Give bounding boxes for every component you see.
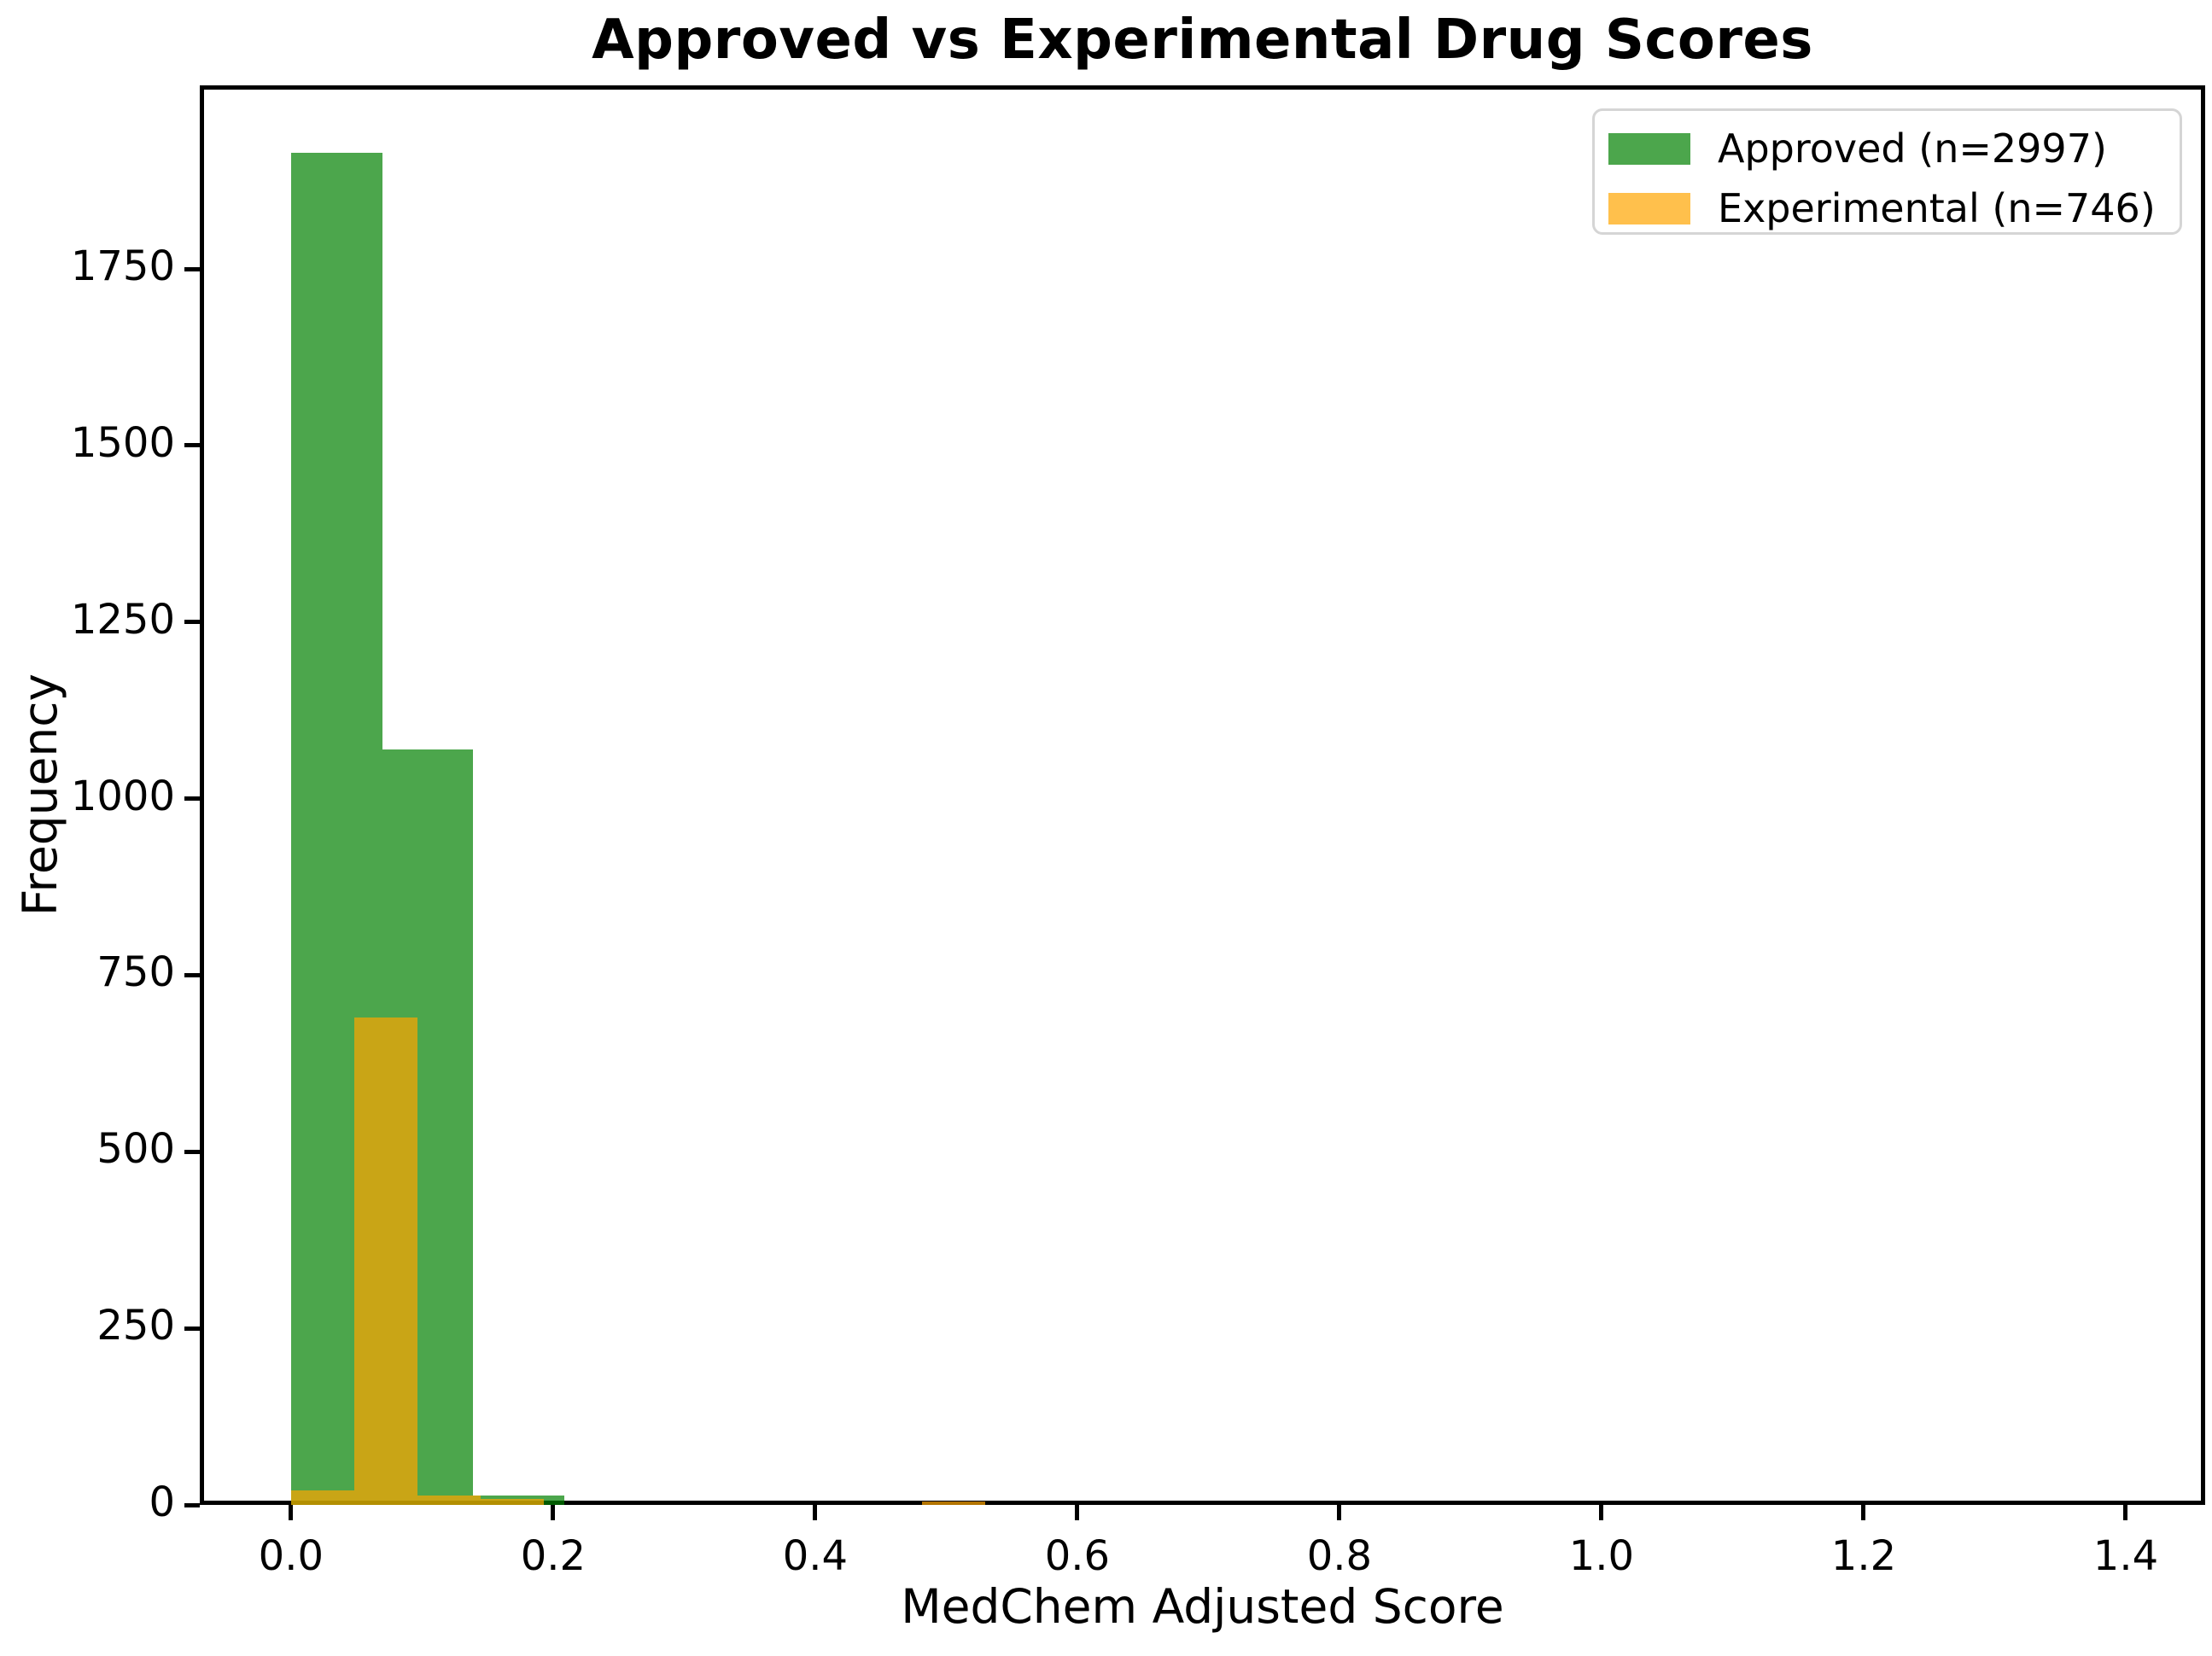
- y-tick-mark-0: [184, 1502, 200, 1507]
- x-tick-label-6: 1.2: [1830, 1532, 1897, 1580]
- experimental-swatch-icon: [1608, 192, 1690, 224]
- y-tick-label-7: 1750: [70, 242, 175, 291]
- experimental-bar-bin-0: [290, 1490, 354, 1505]
- y-tick-label-2: 500: [96, 1125, 175, 1174]
- y-tick-mark-6: [184, 443, 200, 448]
- x-tick-mark-5: [1599, 1505, 1604, 1520]
- legend-entry-approved: Approved (n=2997): [1608, 123, 2107, 174]
- y-tick-label-6: 1500: [70, 418, 175, 467]
- x-tick-label-0: 0.0: [258, 1532, 324, 1580]
- x-tick-mark-6: [1861, 1505, 1866, 1520]
- x-tick-mark-1: [551, 1505, 556, 1520]
- x-tick-mark-7: [2123, 1505, 2128, 1520]
- experimental-bar-bin-1: [353, 1018, 417, 1505]
- y-tick-mark-4: [184, 796, 200, 802]
- x-tick-label-2: 0.4: [782, 1532, 849, 1580]
- legend-entry-experimental: Experimental (n=746): [1608, 183, 2156, 234]
- y-tick-label-1: 250: [96, 1302, 175, 1350]
- x-tick-mark-3: [1075, 1505, 1080, 1520]
- experimental-bar-bin-3: [480, 1498, 544, 1505]
- y-tick-mark-5: [184, 620, 200, 625]
- x-axis-label: MedChem Adjusted Score: [901, 1579, 1504, 1634]
- x-tick-mark-2: [813, 1505, 818, 1520]
- y-tick-mark-1: [184, 1326, 200, 1331]
- x-tick-label-7: 1.4: [2092, 1532, 2159, 1580]
- x-tick-label-3: 0.6: [1044, 1532, 1111, 1580]
- y-tick-mark-2: [184, 1149, 200, 1154]
- chart-title: Approved vs Experimental Drug Scores: [592, 9, 1813, 72]
- x-tick-mark-0: [289, 1505, 294, 1520]
- y-tick-label-5: 1250: [70, 595, 175, 644]
- y-tick-label-3: 750: [96, 948, 175, 997]
- legend-label-experimental: Experimental (n=746): [1718, 185, 2156, 231]
- plot-frame: [200, 85, 2205, 1505]
- experimental-bar-bin-2: [417, 1496, 481, 1505]
- legend: Approved (n=2997) Experimental (n=746): [1592, 108, 2182, 235]
- bars-layer: [200, 85, 2205, 1505]
- y-tick-mark-3: [184, 972, 200, 977]
- y-tick-label-0: 0: [149, 1478, 175, 1526]
- y-tick-label-4: 1000: [70, 772, 175, 820]
- x-tick-label-4: 0.8: [1306, 1532, 1373, 1580]
- y-axis-label: Frequency: [13, 673, 67, 917]
- x-tick-mark-4: [1337, 1505, 1342, 1520]
- x-tick-label-1: 0.2: [520, 1532, 587, 1580]
- legend-label-approved: Approved (n=2997): [1718, 125, 2107, 172]
- approved-swatch-icon: [1608, 132, 1690, 165]
- experimental-bar-bin-10: [922, 1501, 986, 1505]
- x-tick-label-5: 1.0: [1568, 1532, 1635, 1580]
- y-tick-mark-7: [184, 266, 200, 271]
